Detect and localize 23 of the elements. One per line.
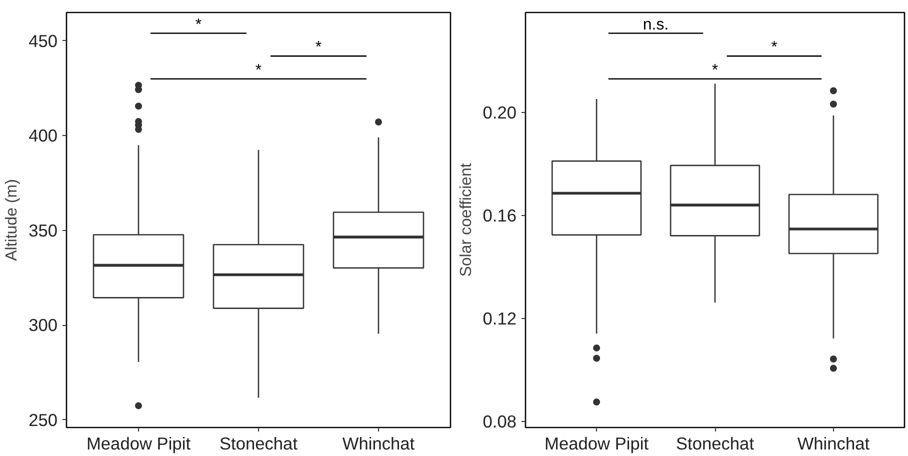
x-tick-label: Whinchat [342, 434, 415, 454]
y-tick-label: 0.08 [482, 411, 517, 432]
x-tick-label: Meadow Pipit [544, 434, 649, 454]
annotation: * [195, 16, 202, 34]
annotation: * [255, 62, 262, 79]
y-tick-label: 350 [28, 220, 58, 240]
y-tick-label: 400 [28, 126, 58, 146]
y-tick-label: 0.16 [482, 205, 517, 226]
y-axis-title: Altitude (m) [4, 179, 21, 261]
annotation: n.s. [642, 16, 669, 34]
annotation: * [771, 39, 778, 56]
y-tick-label: 450 [28, 30, 58, 51]
y-tick-label: 250 [28, 410, 58, 430]
y-tick-label: 0.12 [482, 308, 517, 328]
annotation: * [712, 62, 718, 79]
x-tick-label: Meadow Pipit [86, 434, 191, 454]
y-tick-label: 0.20 [482, 102, 517, 122]
y-axis-title: Solar coefficient [458, 162, 475, 277]
y-tick-label: 300 [28, 315, 58, 336]
x-tick-label: Stonechat [219, 434, 298, 454]
annotation: * [315, 39, 322, 56]
x-tick-label: Stonechat [676, 434, 754, 454]
x-tick-label: Whinchat [797, 434, 870, 454]
